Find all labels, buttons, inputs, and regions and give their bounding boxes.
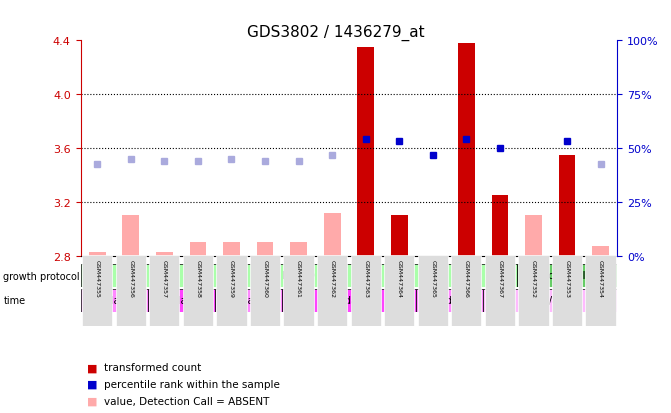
Bar <box>517 264 617 287</box>
Bar <box>81 264 517 287</box>
Bar <box>416 289 483 312</box>
Text: control: control <box>548 271 586 281</box>
FancyBboxPatch shape <box>586 255 616 326</box>
Text: GDS3802 / 1436279_at: GDS3802 / 1436279_at <box>247 25 424 41</box>
Text: growth protocol: growth protocol <box>3 271 80 281</box>
Text: DMSO: DMSO <box>282 271 315 281</box>
FancyBboxPatch shape <box>384 255 415 326</box>
FancyBboxPatch shape <box>351 255 381 326</box>
Text: GSM447359: GSM447359 <box>229 260 234 298</box>
Text: GSM447363: GSM447363 <box>363 260 368 298</box>
Text: percentile rank within the sample: percentile rank within the sample <box>104 379 280 389</box>
Text: n/a: n/a <box>542 295 558 306</box>
Bar <box>148 289 215 312</box>
Text: 6 days: 6 days <box>164 295 199 306</box>
Text: GSM447366: GSM447366 <box>464 260 469 297</box>
Text: GSM447357: GSM447357 <box>162 260 167 298</box>
FancyBboxPatch shape <box>216 255 247 326</box>
Text: ■: ■ <box>87 396 98 406</box>
Bar <box>223 242 240 256</box>
FancyBboxPatch shape <box>452 255 482 326</box>
Text: GSM447353: GSM447353 <box>564 260 570 298</box>
Text: GSM447364: GSM447364 <box>397 260 402 298</box>
FancyBboxPatch shape <box>485 255 515 326</box>
Bar <box>324 213 341 256</box>
Bar <box>215 289 282 312</box>
Text: GSM447356: GSM447356 <box>128 260 134 297</box>
Text: ■: ■ <box>87 363 98 373</box>
Bar <box>123 216 140 256</box>
Text: 10 days: 10 days <box>328 295 370 306</box>
Bar <box>483 289 617 312</box>
FancyBboxPatch shape <box>418 255 448 326</box>
Text: transformed count: transformed count <box>104 363 201 373</box>
Text: ■: ■ <box>87 412 98 413</box>
Text: ■: ■ <box>87 379 98 389</box>
Bar <box>491 196 509 256</box>
Text: GSM447354: GSM447354 <box>598 260 603 298</box>
Text: GSM447355: GSM447355 <box>95 260 100 297</box>
Bar <box>291 242 307 256</box>
FancyBboxPatch shape <box>83 255 113 326</box>
FancyBboxPatch shape <box>552 255 582 326</box>
Text: GSM447360: GSM447360 <box>262 260 268 297</box>
FancyBboxPatch shape <box>519 255 549 326</box>
Bar <box>257 242 274 256</box>
FancyBboxPatch shape <box>250 255 280 326</box>
Bar <box>89 252 106 256</box>
Text: 12 days: 12 days <box>429 295 470 306</box>
Bar <box>391 216 408 256</box>
Text: GSM447358: GSM447358 <box>195 260 201 297</box>
FancyBboxPatch shape <box>283 255 314 326</box>
Bar <box>592 247 609 256</box>
Bar <box>282 289 416 312</box>
Bar <box>458 44 475 256</box>
FancyBboxPatch shape <box>183 255 213 326</box>
Bar <box>81 289 148 312</box>
Text: GSM447367: GSM447367 <box>497 260 503 298</box>
Text: 8 days: 8 days <box>231 295 266 306</box>
Bar <box>156 252 173 256</box>
Text: GSM447362: GSM447362 <box>329 260 335 298</box>
Bar <box>358 48 374 256</box>
Text: GSM447352: GSM447352 <box>531 260 536 298</box>
Text: value, Detection Call = ABSENT: value, Detection Call = ABSENT <box>104 396 269 406</box>
Text: time: time <box>3 296 25 306</box>
Text: rank, Detection Call = ABSENT: rank, Detection Call = ABSENT <box>104 412 264 413</box>
Text: GSM447361: GSM447361 <box>296 260 301 297</box>
FancyBboxPatch shape <box>150 255 180 326</box>
Text: 4 days: 4 days <box>97 295 132 306</box>
Bar <box>190 242 207 256</box>
FancyBboxPatch shape <box>317 255 348 326</box>
Bar <box>559 155 576 256</box>
Text: GSM447365: GSM447365 <box>430 260 435 297</box>
Bar <box>525 216 542 256</box>
FancyBboxPatch shape <box>116 255 146 326</box>
